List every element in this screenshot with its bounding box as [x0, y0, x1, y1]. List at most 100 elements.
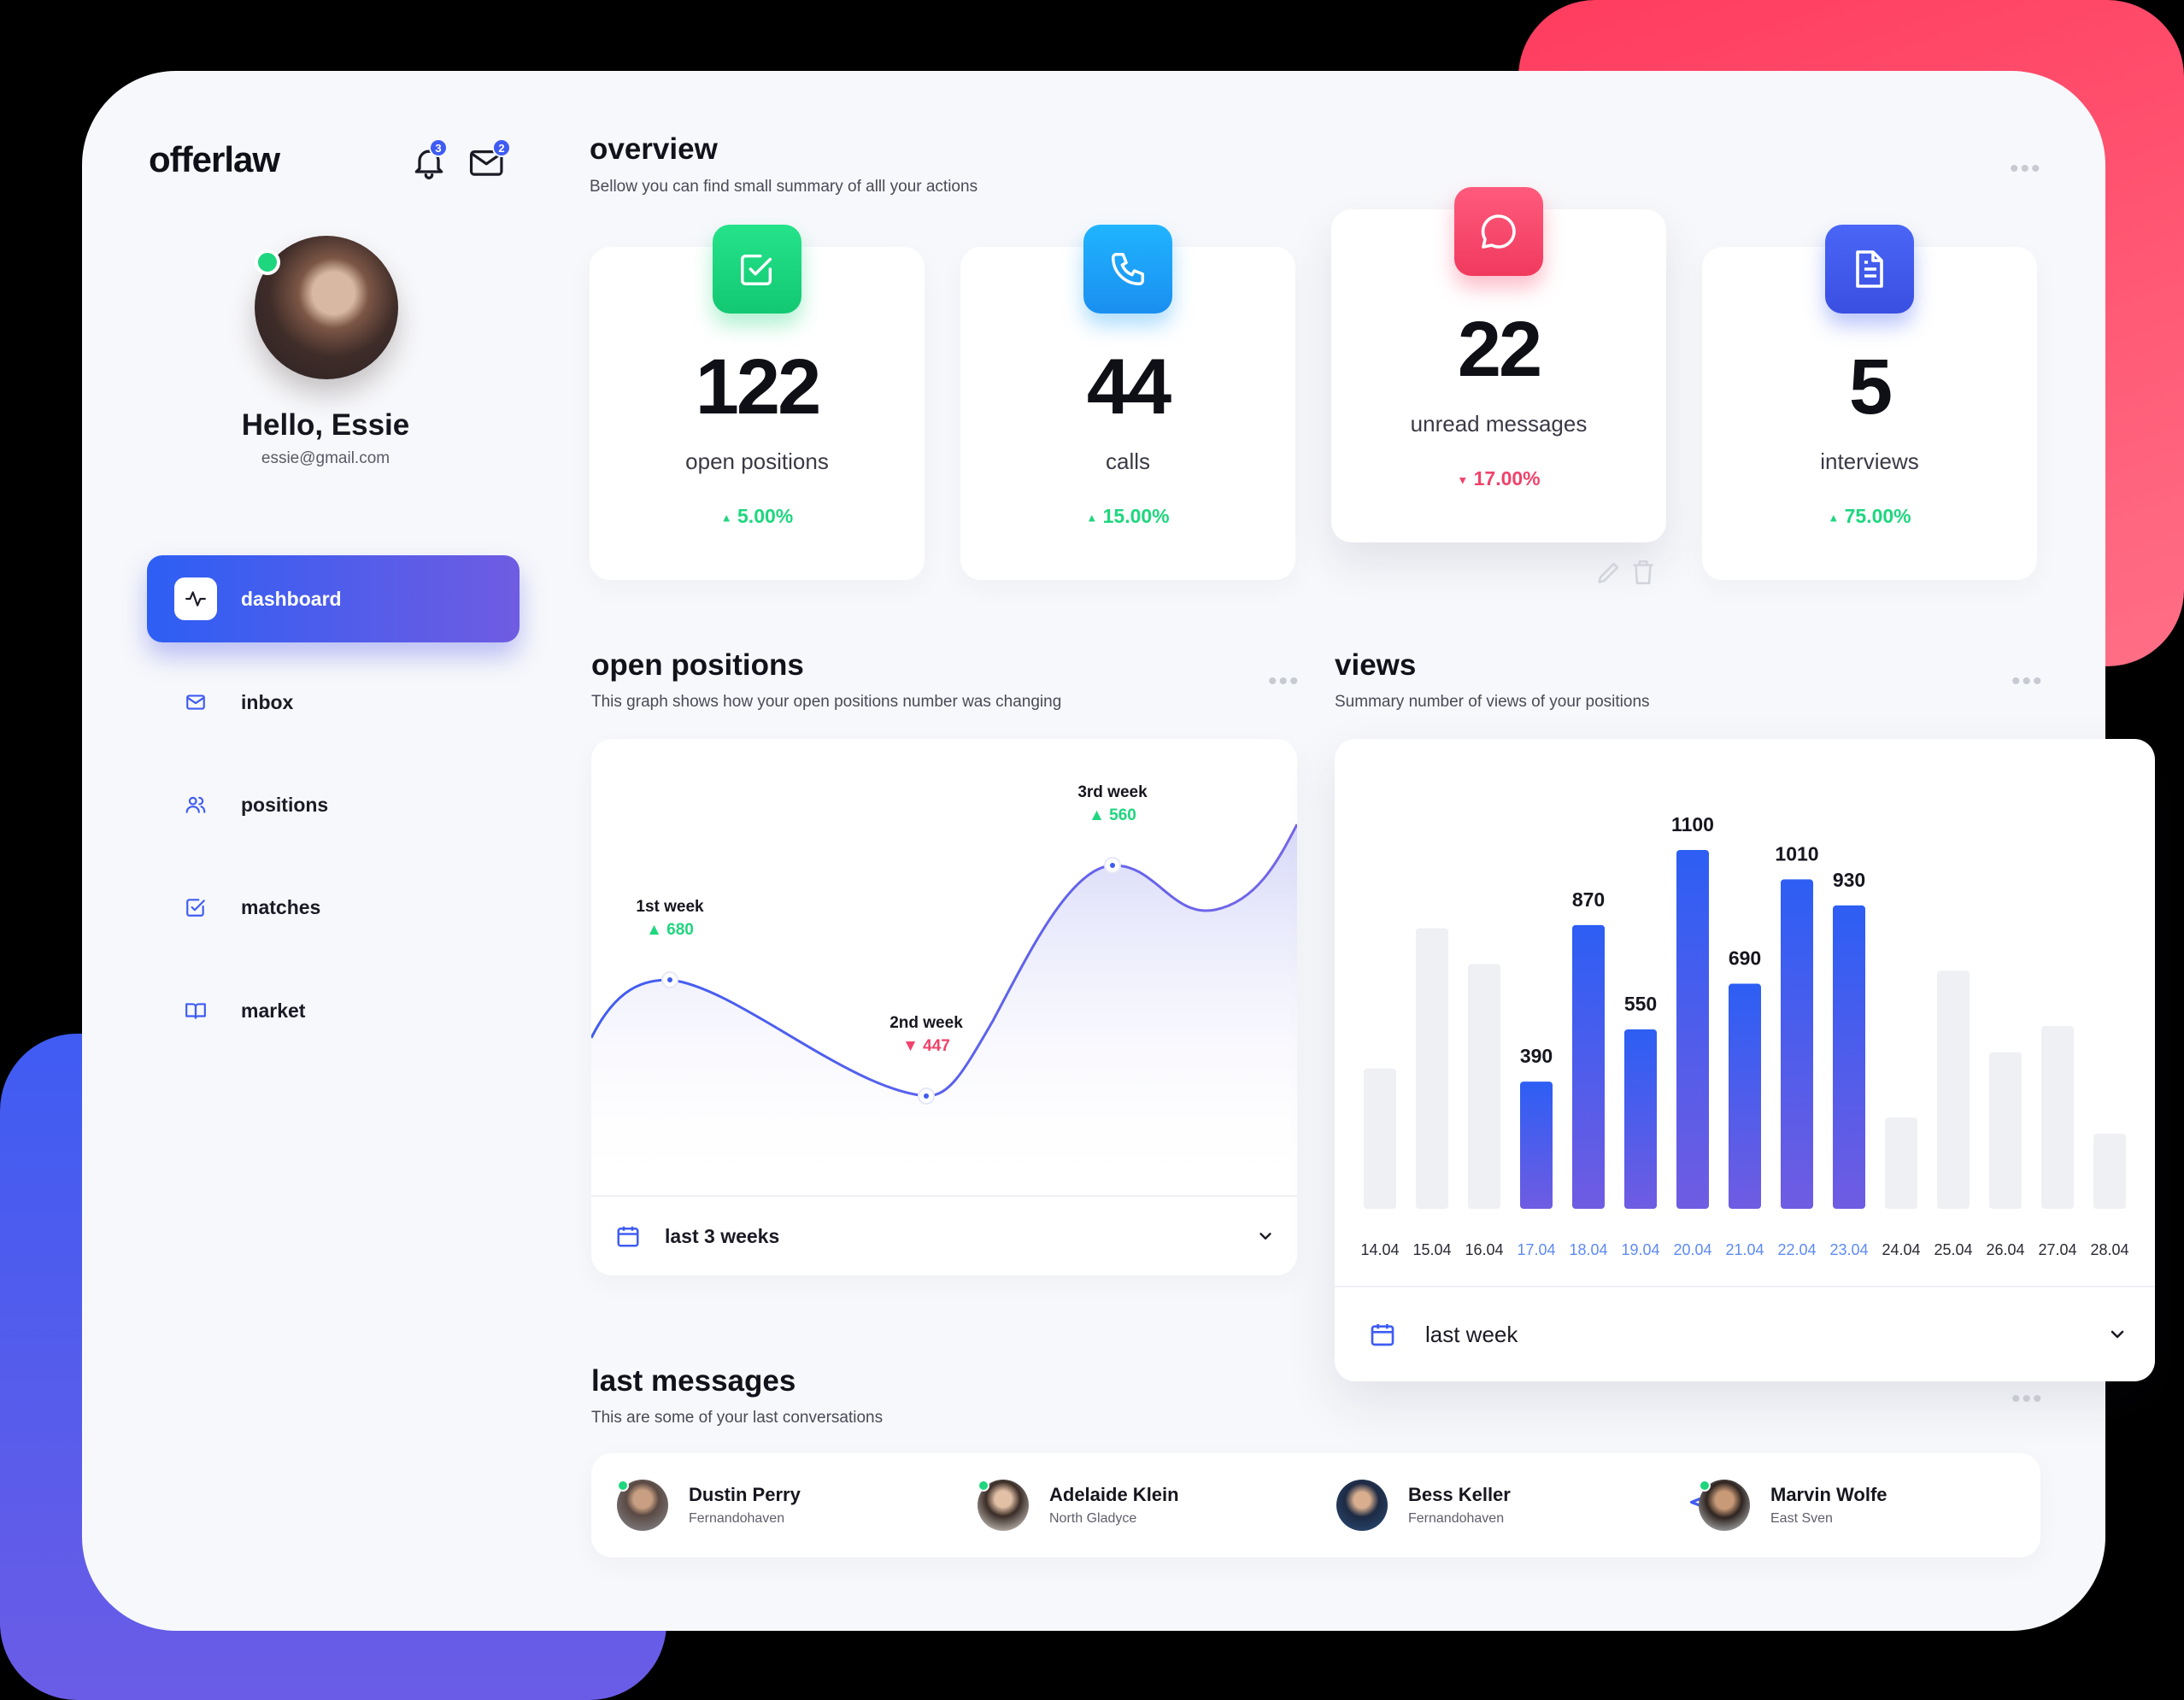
- bar[interactable]: [2041, 1026, 2074, 1209]
- contact-name: Marvin Wolfe: [1770, 1484, 1888, 1505]
- point-value: ▲ 560: [1089, 806, 1136, 824]
- x-tick-label: 14.04: [1360, 1241, 1399, 1258]
- bar[interactable]: [1416, 928, 1448, 1209]
- contact-city: North Gladyce: [1049, 1511, 1137, 1526]
- views-title: views: [1335, 648, 1417, 682]
- nav-label: inbox: [241, 690, 294, 713]
- checkbox-icon: [741, 254, 772, 285]
- trash-icon[interactable]: [1630, 558, 1656, 587]
- last-messages-title: last messages: [591, 1364, 796, 1398]
- point-label: 3rd week: [1077, 783, 1148, 801]
- line-point-core: [667, 977, 672, 982]
- arrow-up-icon: ▲: [720, 511, 732, 525]
- nav-item-matches[interactable]: matches: [147, 864, 520, 951]
- bar[interactable]: [1937, 970, 1970, 1209]
- line-series: [591, 824, 1297, 1098]
- bar[interactable]: [2093, 1134, 2126, 1209]
- bar[interactable]: [1989, 1052, 2022, 1209]
- calendar-icon: [1371, 1324, 1394, 1346]
- stat-label: open positions: [685, 448, 829, 474]
- messages-badge: 2: [492, 138, 511, 157]
- stat-label: calls: [1105, 448, 1150, 474]
- bar[interactable]: [1468, 964, 1500, 1209]
- check-square-icon: [186, 899, 205, 917]
- users-icon: [185, 796, 206, 813]
- contact-name: Dustin Perry: [689, 1484, 801, 1505]
- contact-item[interactable]: Marvin Wolfe East Sven: [1699, 1475, 1888, 1535]
- stat-delta-value: 75.00%: [1844, 505, 1911, 527]
- period-selector[interactable]: last week: [1335, 1286, 2155, 1381]
- x-tick-label: 19.04: [1621, 1241, 1659, 1258]
- contact-item[interactable]: Bess Keller Fernandohaven: [1336, 1475, 1511, 1535]
- bar-value-label: 390: [1520, 1045, 1553, 1067]
- arrow-down-icon: ▼: [1457, 473, 1469, 487]
- open-positions-subtitle: This graph shows how your open positions…: [591, 693, 1062, 711]
- stat-card-calls[interactable]: 44 calls ▲ 15.00%: [960, 225, 1295, 580]
- nav-item-positions[interactable]: positions: [147, 761, 520, 848]
- bar[interactable]: [1885, 1117, 1917, 1209]
- dashboard-window: offerlaw 3 2 Hello, Essie essie@gmail.co…: [82, 71, 2155, 1631]
- stat-card-interviews[interactable]: 5 interviews ▲ 75.00%: [1702, 225, 2037, 580]
- bar[interactable]: [1676, 850, 1709, 1209]
- calendar-icon: [617, 1226, 639, 1247]
- contact-item[interactable]: Dustin Perry Fernandohaven: [617, 1475, 801, 1535]
- bar[interactable]: [1833, 905, 1865, 1209]
- period-selector[interactable]: last 3 weeks: [591, 1195, 1297, 1275]
- x-tick-label: 18.04: [1569, 1241, 1607, 1258]
- contact-avatar: [617, 1480, 668, 1531]
- period-label: last week: [1425, 1321, 1518, 1347]
- nav-item-dashboard[interactable]: dashboard: [147, 555, 520, 642]
- messages-button[interactable]: 2: [468, 138, 511, 181]
- bar[interactable]: [1781, 879, 1813, 1209]
- mail-icon: [469, 150, 503, 176]
- contact-name: Adelaide Klein: [1049, 1484, 1179, 1505]
- bar[interactable]: [1729, 983, 1761, 1209]
- overview-more-button[interactable]: •••: [2010, 155, 2042, 183]
- x-tick-label: 16.04: [1465, 1241, 1503, 1258]
- contact-item[interactable]: Adelaide Klein North Gladyce: [978, 1475, 1179, 1535]
- document-icon: [1856, 250, 1883, 288]
- overview-title: overview: [590, 132, 718, 166]
- line-chart: 1st week ▲ 680 2nd week ▼ 447 3rd week ▲ 560: [591, 783, 1297, 1195]
- contact-city: Fernandohaven: [1408, 1511, 1505, 1526]
- notifications-button[interactable]: 3: [410, 138, 448, 181]
- edit-icon[interactable]: [1594, 558, 1623, 587]
- line-area: [591, 824, 1297, 1195]
- bar[interactable]: [1624, 1029, 1657, 1209]
- line-point-core: [1110, 863, 1115, 868]
- bar-value-label: 1010: [1775, 842, 1818, 865]
- bar[interactable]: [1364, 1068, 1396, 1209]
- online-status-dot: [255, 249, 280, 275]
- nav-item-inbox[interactable]: inbox: [147, 659, 520, 746]
- stat-delta: ▲ 5.00%: [590, 505, 925, 528]
- bar-value-label: 930: [1833, 869, 1865, 891]
- notifications-badge: 3: [429, 138, 448, 157]
- nav-label: matches: [241, 895, 321, 918]
- bar[interactable]: [1520, 1082, 1553, 1209]
- views-more-button[interactable]: •••: [2011, 667, 2044, 695]
- period-label: last 3 weeks: [665, 1224, 780, 1247]
- online-status-dot: [978, 1480, 989, 1492]
- point-value: ▲ 680: [646, 921, 694, 939]
- online-status-dot: [617, 1480, 629, 1492]
- stat-card-open-positions[interactable]: 122 open positions ▲ 5.00%: [590, 225, 925, 580]
- stat-card-unread-messages[interactable]: 22 unread messages ▼ 17.00%: [1331, 187, 1666, 542]
- brand-logo: offerlaw: [149, 139, 280, 179]
- messages-more-button[interactable]: •••: [2011, 1385, 2044, 1413]
- stat-value: 22: [1457, 306, 1542, 393]
- user-avatar[interactable]: [255, 236, 398, 379]
- contact-avatar: [978, 1480, 1029, 1531]
- point-label: 1st week: [636, 898, 704, 916]
- open-positions-more-button[interactable]: •••: [1268, 667, 1300, 695]
- stat-label: unread messages: [1410, 411, 1588, 437]
- nav-label: dashboard: [241, 587, 342, 610]
- x-tick-label: 20.04: [1673, 1241, 1711, 1258]
- stat-delta: ▼ 17.00%: [1331, 467, 1666, 490]
- user-greeting: Hello, Essie: [241, 408, 410, 442]
- nav-item-market[interactable]: market: [147, 967, 520, 1054]
- contact-avatar: [1699, 1480, 1750, 1531]
- views-chart: 14.04 15.04 16.04 390 17.04 870 18.04 550 19.04 1…: [1335, 739, 2155, 1381]
- book-icon: [185, 1003, 206, 1019]
- views-subtitle: Summary number of views of your position…: [1335, 693, 1650, 711]
- bar[interactable]: [1572, 924, 1605, 1209]
